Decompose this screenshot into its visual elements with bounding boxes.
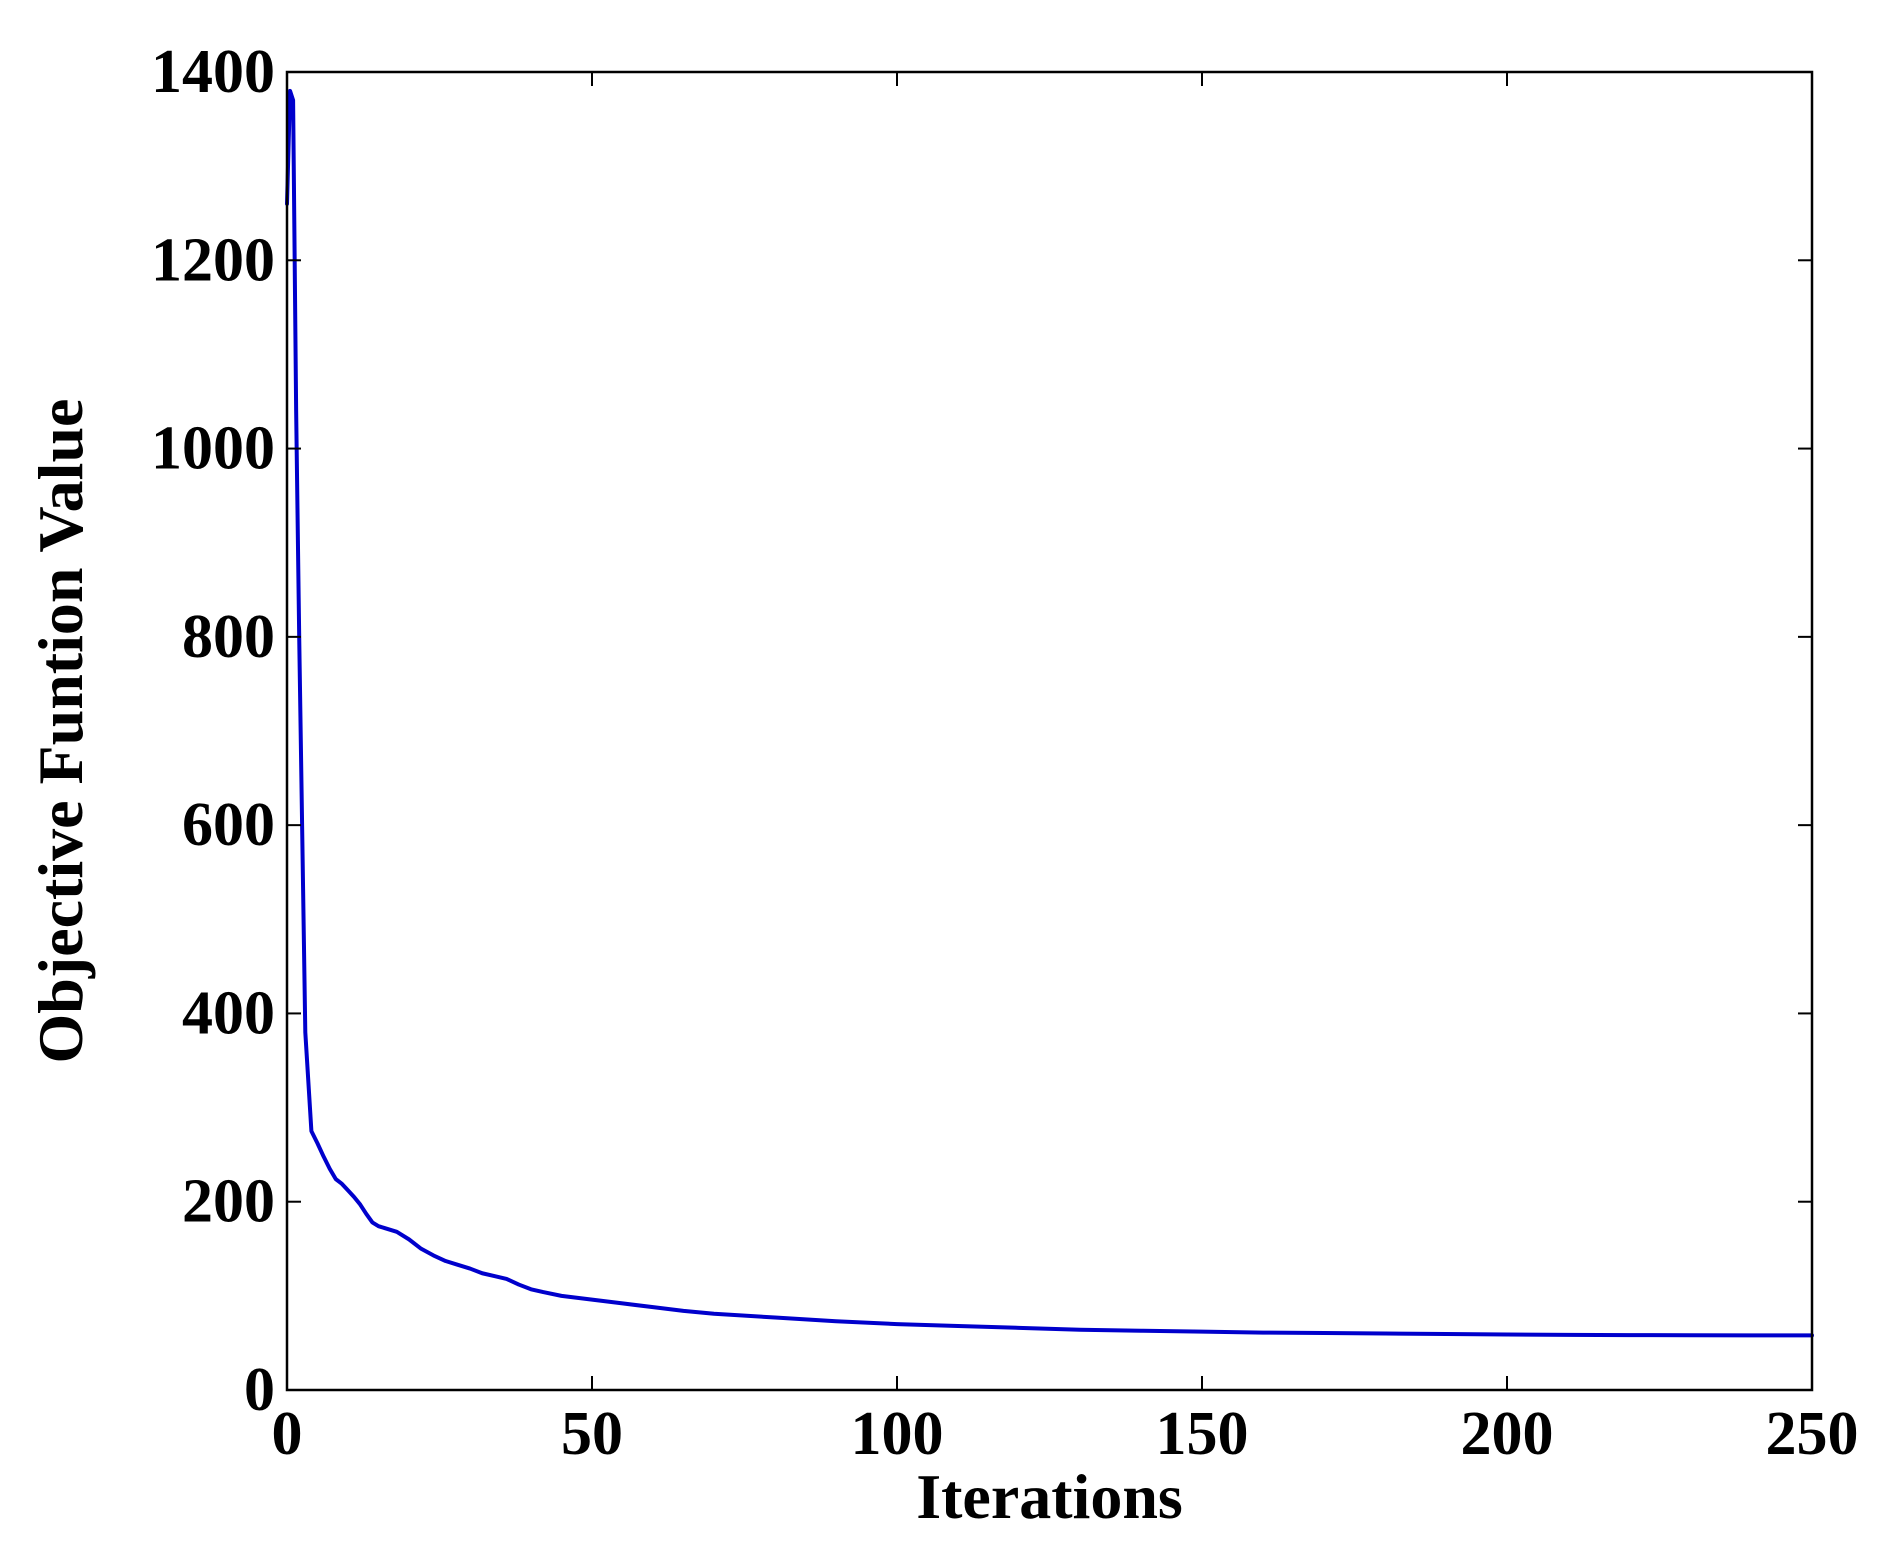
y-tick-label: 600: [182, 791, 275, 859]
y-tick-label: 1400: [151, 38, 275, 106]
x-tick-label: 50: [561, 1400, 623, 1468]
tick-label-layer: 0 50 100 150 200 250 0 200 400 600 800 1000 1200 1400: [151, 38, 1859, 1468]
y-tick-label: 400: [182, 979, 275, 1047]
y-tick-label: 0: [244, 1356, 275, 1424]
x-tick-label: 250: [1766, 1400, 1859, 1468]
x-tick-label: 150: [1156, 1400, 1249, 1468]
series-layer: [285, 88, 1814, 1338]
x-axis-label: Iterations: [916, 1461, 1183, 1532]
y-axis-label: Objective Funtion Value: [25, 399, 96, 1064]
y-tick-label: 800: [182, 603, 275, 671]
x-tick-label: 100: [851, 1400, 944, 1468]
y-tick-label: 200: [182, 1168, 275, 1236]
tick-layer: [286, 71, 1813, 1391]
series-line: [285, 88, 1814, 1338]
x-tick-label: 200: [1461, 1400, 1554, 1468]
x-tick-label: 0: [272, 1400, 303, 1468]
plot-frame: [285, 70, 1814, 1392]
y-tick-label: 1200: [151, 226, 275, 294]
y-tick-label: 1000: [151, 415, 275, 483]
